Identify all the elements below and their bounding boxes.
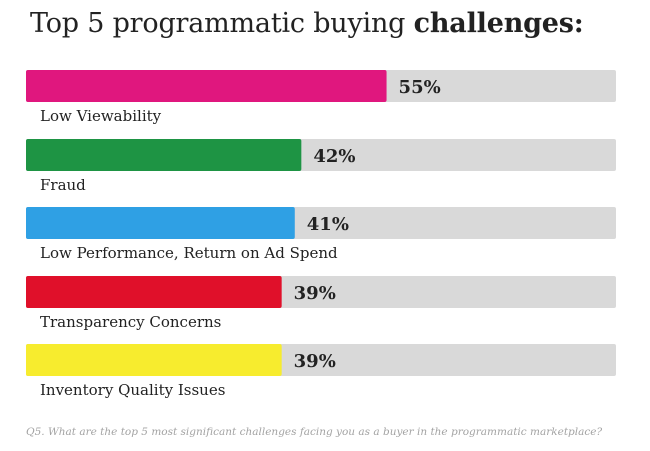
survey-question-footnote: Q5. What are the top 5 most significant … <box>26 426 603 438</box>
value-label: 39% <box>294 351 336 372</box>
bar-group: 42% Fraud <box>26 139 616 194</box>
bar-group: 55% Low Viewability <box>26 70 616 125</box>
category-label: Low Viewability <box>40 107 162 125</box>
bar-group: 41% Low Performance, Return on Ad Spend <box>26 207 616 262</box>
bar <box>26 344 282 376</box>
bar-group: 39% Transparency Concerns <box>26 276 616 331</box>
category-label: Inventory Quality Issues <box>40 381 225 399</box>
bar-group: 39% Inventory Quality Issues <box>26 344 616 399</box>
category-label: Transparency Concerns <box>40 313 221 331</box>
bar <box>26 70 387 102</box>
title-emphasis: challenges: <box>413 8 584 39</box>
category-label: Low Performance, Return on Ad Spend <box>40 244 338 262</box>
bar <box>26 139 302 171</box>
value-label: 39% <box>294 283 336 304</box>
category-label: Fraud <box>40 176 86 194</box>
value-label: 55% <box>399 77 441 98</box>
chart-title: Top 5 programmatic buying challenges: <box>30 8 584 39</box>
value-label: 42% <box>313 146 355 167</box>
bar <box>26 207 295 239</box>
value-label: 41% <box>307 214 349 235</box>
bar <box>26 276 282 308</box>
title-prefix: Top 5 programmatic buying <box>30 8 414 39</box>
